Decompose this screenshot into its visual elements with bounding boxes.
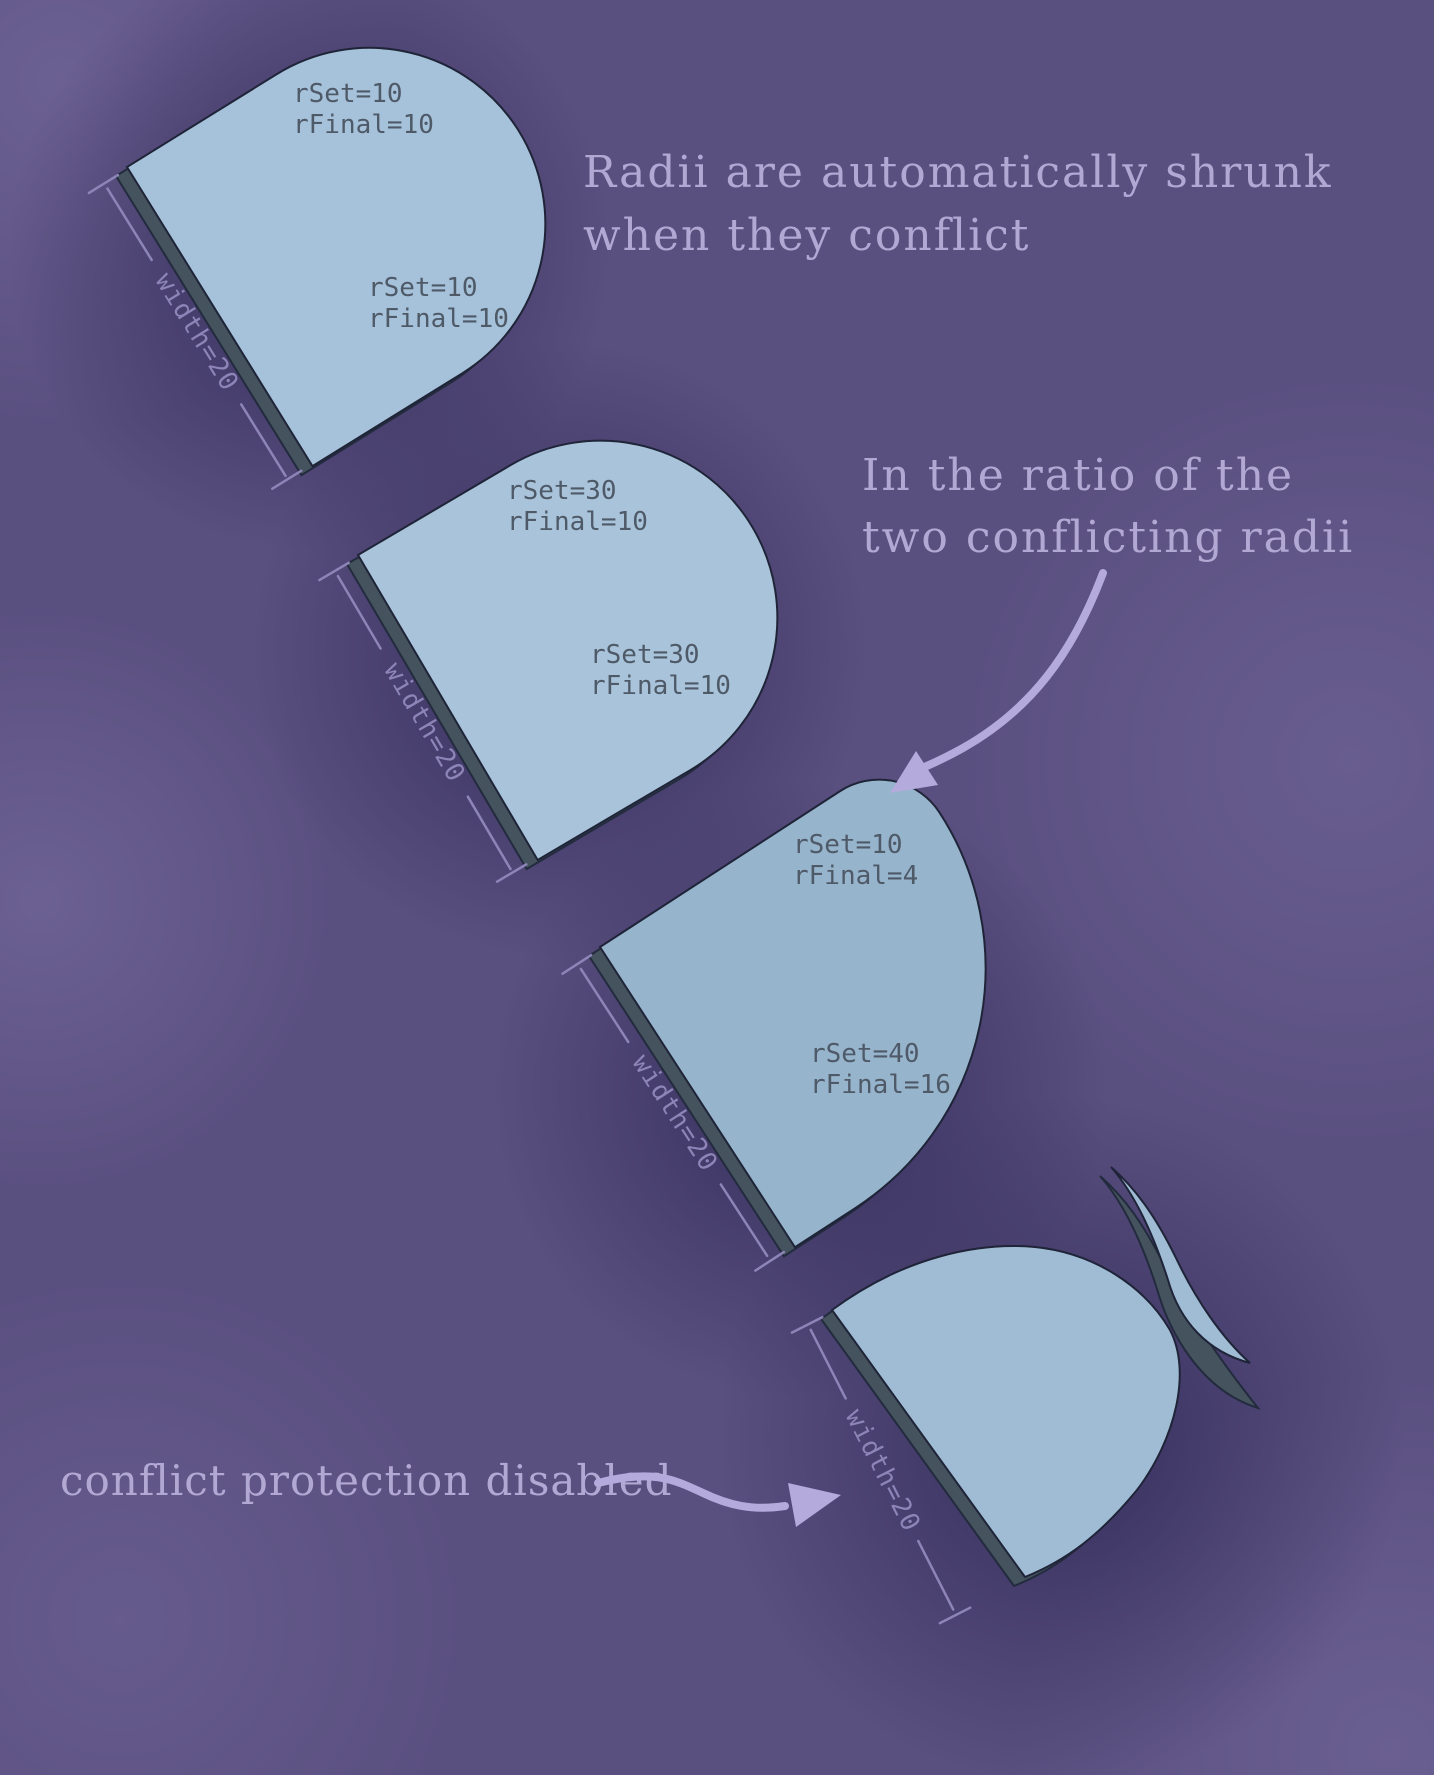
dimension-line [809, 1328, 847, 1400]
corner-label-line: rFinal=10 [368, 304, 509, 334]
shape-radii-scaled-in-ratio [588, 751, 1097, 1258]
dimension-tick [754, 1250, 786, 1272]
shape-radii-clamped-equally [346, 374, 844, 871]
dimension-tick [561, 953, 593, 975]
ratio-note-line-2: two conflicting radii [862, 512, 1354, 563]
title-line-2: when they conflict [583, 210, 1031, 261]
dimension-tick [87, 173, 120, 195]
dimension-line [240, 403, 287, 478]
shape-both-radii-fit [115, 0, 613, 477]
dimension-line [466, 795, 512, 871]
corner-label-line: rFinal=16 [810, 1070, 951, 1100]
dimension-line [336, 574, 382, 650]
disabled-note: conflict protection disabled [60, 1456, 673, 1505]
arrow-head-icon [890, 751, 938, 793]
shape-1-face [126, 0, 613, 468]
corner-label-line: rSet=10 [293, 79, 403, 109]
shape-4-spike-extrusion-side [1099, 1175, 1261, 1410]
dimension-tick [495, 863, 528, 883]
corner-label-line: rSet=10 [368, 273, 478, 303]
arrow-curve [594, 1472, 789, 1512]
title-line-1: Radii are automatically shrunk [583, 147, 1333, 198]
dimension-line [106, 187, 153, 262]
dimension-line [719, 1183, 769, 1258]
corner-label-line: rSet=40 [810, 1039, 920, 1069]
dimension-tick [938, 1606, 972, 1625]
arrow-curve [908, 569, 1107, 776]
corner-label-line: rSet=30 [507, 476, 617, 506]
shape-2-face [357, 374, 844, 862]
corner-label-line: rSet=10 [793, 830, 903, 860]
dimension-tick [271, 469, 303, 490]
disabled-note-arrow [594, 1472, 841, 1527]
arrow-head-icon [788, 1483, 841, 1527]
dimension-line [917, 1539, 955, 1611]
dimension-tick [318, 561, 350, 582]
shape-3-face [599, 751, 1097, 1249]
dimension-line [579, 967, 630, 1044]
corner-label-line: rFinal=10 [507, 507, 648, 537]
ratio-note-line-1: In the ratio of the [862, 450, 1294, 501]
shape-4-face [831, 1245, 1181, 1578]
corner-label-line: rSet=30 [590, 640, 700, 670]
corner-label-line: rFinal=4 [793, 861, 918, 891]
dimension-tick [790, 1315, 824, 1334]
shape-conflict-protection-disabled [820, 1166, 1261, 1587]
corner-label-line: rFinal=10 [590, 671, 731, 701]
corner-label-line: rFinal=10 [293, 110, 434, 140]
ratio-note-arrow [890, 569, 1107, 793]
